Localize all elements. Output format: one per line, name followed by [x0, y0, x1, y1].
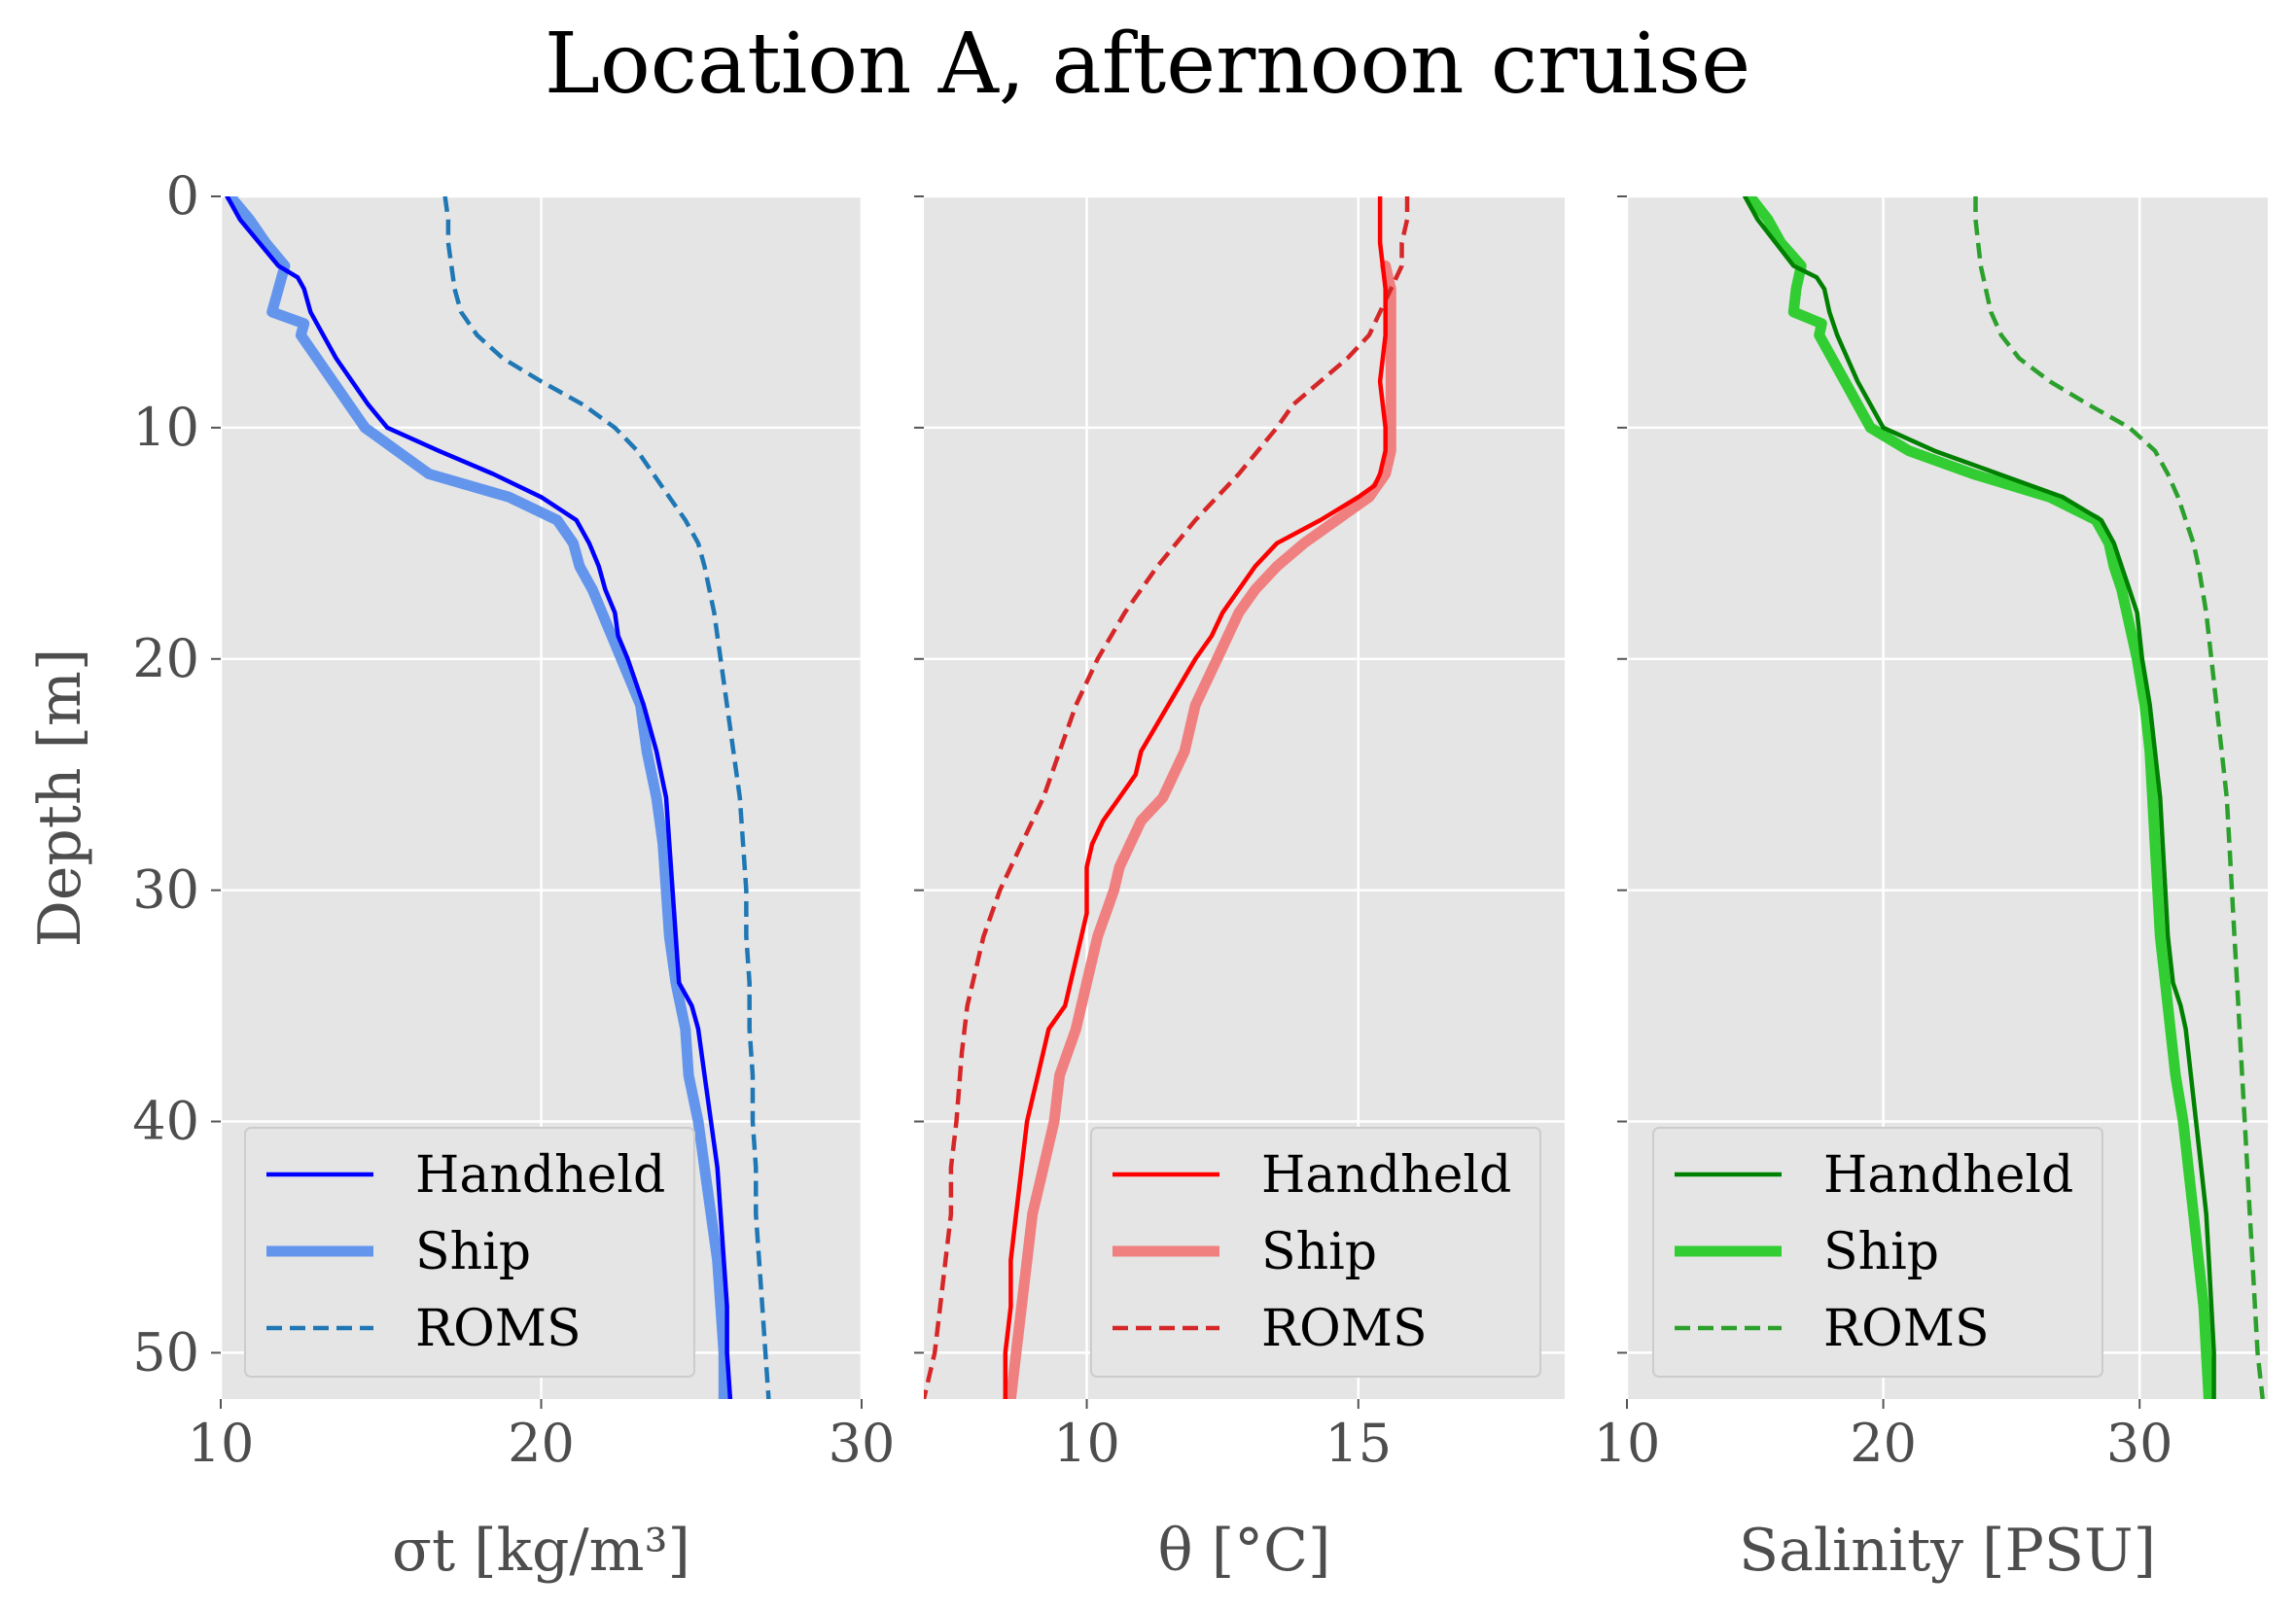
panel-1: 10 20 30 0 10 20 30 40 50 σt [kg/m³] Depth [m] Hand…	[26, 165, 895, 1585]
legend-label: ROMS	[1823, 1300, 1990, 1358]
legend: Handheld Ship ROMS	[1090, 1127, 1541, 1378]
y-tick-label: 30	[132, 859, 199, 921]
legend-label: Handheld	[415, 1146, 665, 1205]
y-tick-label: 20	[132, 628, 199, 689]
legend-label: Ship	[1261, 1223, 1377, 1281]
x-tick-label: 10	[1053, 1413, 1120, 1474]
series-line-ship	[1005, 260, 1396, 1399]
figure-title: Location A, afternoon cruise	[545, 16, 1750, 113]
series-line-handheld	[1003, 196, 1388, 1399]
series-line-roms	[924, 196, 1410, 1399]
legend-label: Handheld	[1823, 1146, 2073, 1205]
legend-label: ROMS	[415, 1300, 582, 1358]
legend-label: Ship	[415, 1223, 531, 1281]
y-axis-label: Depth [m]	[26, 648, 94, 948]
legend: Handheld Ship ROMS	[1652, 1127, 2103, 1378]
legend-label: Handheld	[1261, 1146, 1511, 1205]
series-line-roms	[442, 196, 771, 1399]
x-tick-label: 20	[1850, 1413, 1917, 1474]
panel-2: 10 15 θ [°C] Handheld Ship ROMS	[914, 194, 1565, 1585]
series-line-ship	[225, 196, 729, 1399]
legend-label: Ship	[1823, 1223, 1939, 1281]
series-line-handheld	[225, 196, 733, 1399]
x-tick-label: 30	[829, 1413, 896, 1474]
y-tick-label: 40	[132, 1091, 199, 1152]
x-tick-label: 15	[1325, 1413, 1392, 1474]
series-line-roms	[1973, 196, 2265, 1399]
panel-3: 10 20 30 Salinity [PSU] Handheld Ship ROMS	[1594, 194, 2268, 1585]
legend-box	[244, 1127, 695, 1378]
y-tick-label: 10	[132, 397, 199, 458]
legend-label: ROMS	[1261, 1300, 1428, 1358]
x-tick-label: 30	[2106, 1413, 2173, 1474]
plots: 10 20 30 0 10 20 30 40 50 σt [kg/m³] Depth [m] Hand…	[26, 165, 2268, 1585]
x-axis-label: σt [kg/m³]	[392, 1517, 690, 1585]
legend-box	[1090, 1127, 1541, 1378]
x-tick-label: 20	[508, 1413, 575, 1474]
y-tick-label: 0	[166, 165, 199, 227]
y-tick-label: 50	[132, 1321, 199, 1382]
series-line-handheld	[1743, 196, 2216, 1399]
x-tick-label: 10	[188, 1413, 255, 1474]
series-line-ship	[1745, 196, 2214, 1399]
legend-box	[1652, 1127, 2103, 1378]
x-tick-label: 10	[1594, 1413, 1661, 1474]
x-axis-label: Salinity [PSU]	[1739, 1517, 2156, 1585]
legend: Handheld Ship ROMS	[244, 1127, 695, 1378]
x-axis-label: θ [°C]	[1158, 1517, 1331, 1585]
